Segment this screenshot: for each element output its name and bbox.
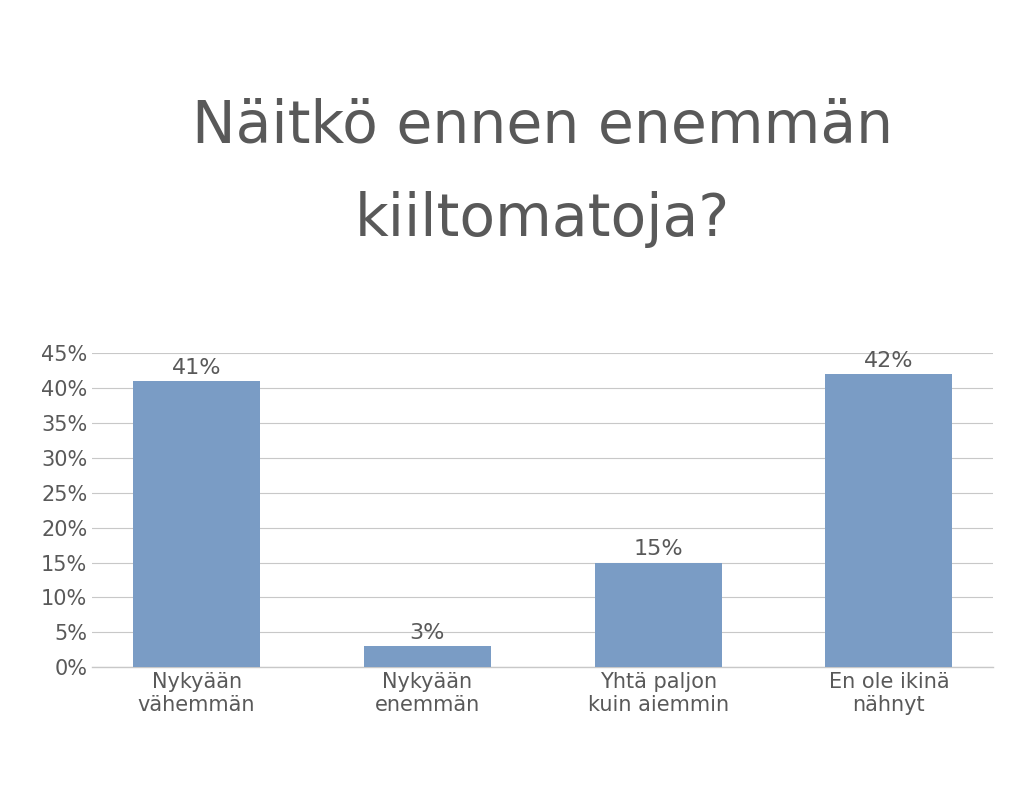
Bar [364, 646, 490, 667]
Text: Näitkö ennen enemmän
kiiltomatoja?: Näitkö ennen enemmän kiiltomatoja? [193, 97, 893, 248]
Bar [595, 563, 722, 667]
Bar [825, 374, 952, 667]
Bar [133, 382, 260, 667]
Text: 41%: 41% [172, 358, 221, 378]
Text: 15%: 15% [633, 539, 683, 559]
Text: 42%: 42% [864, 351, 913, 371]
Text: 3%: 3% [410, 623, 445, 643]
